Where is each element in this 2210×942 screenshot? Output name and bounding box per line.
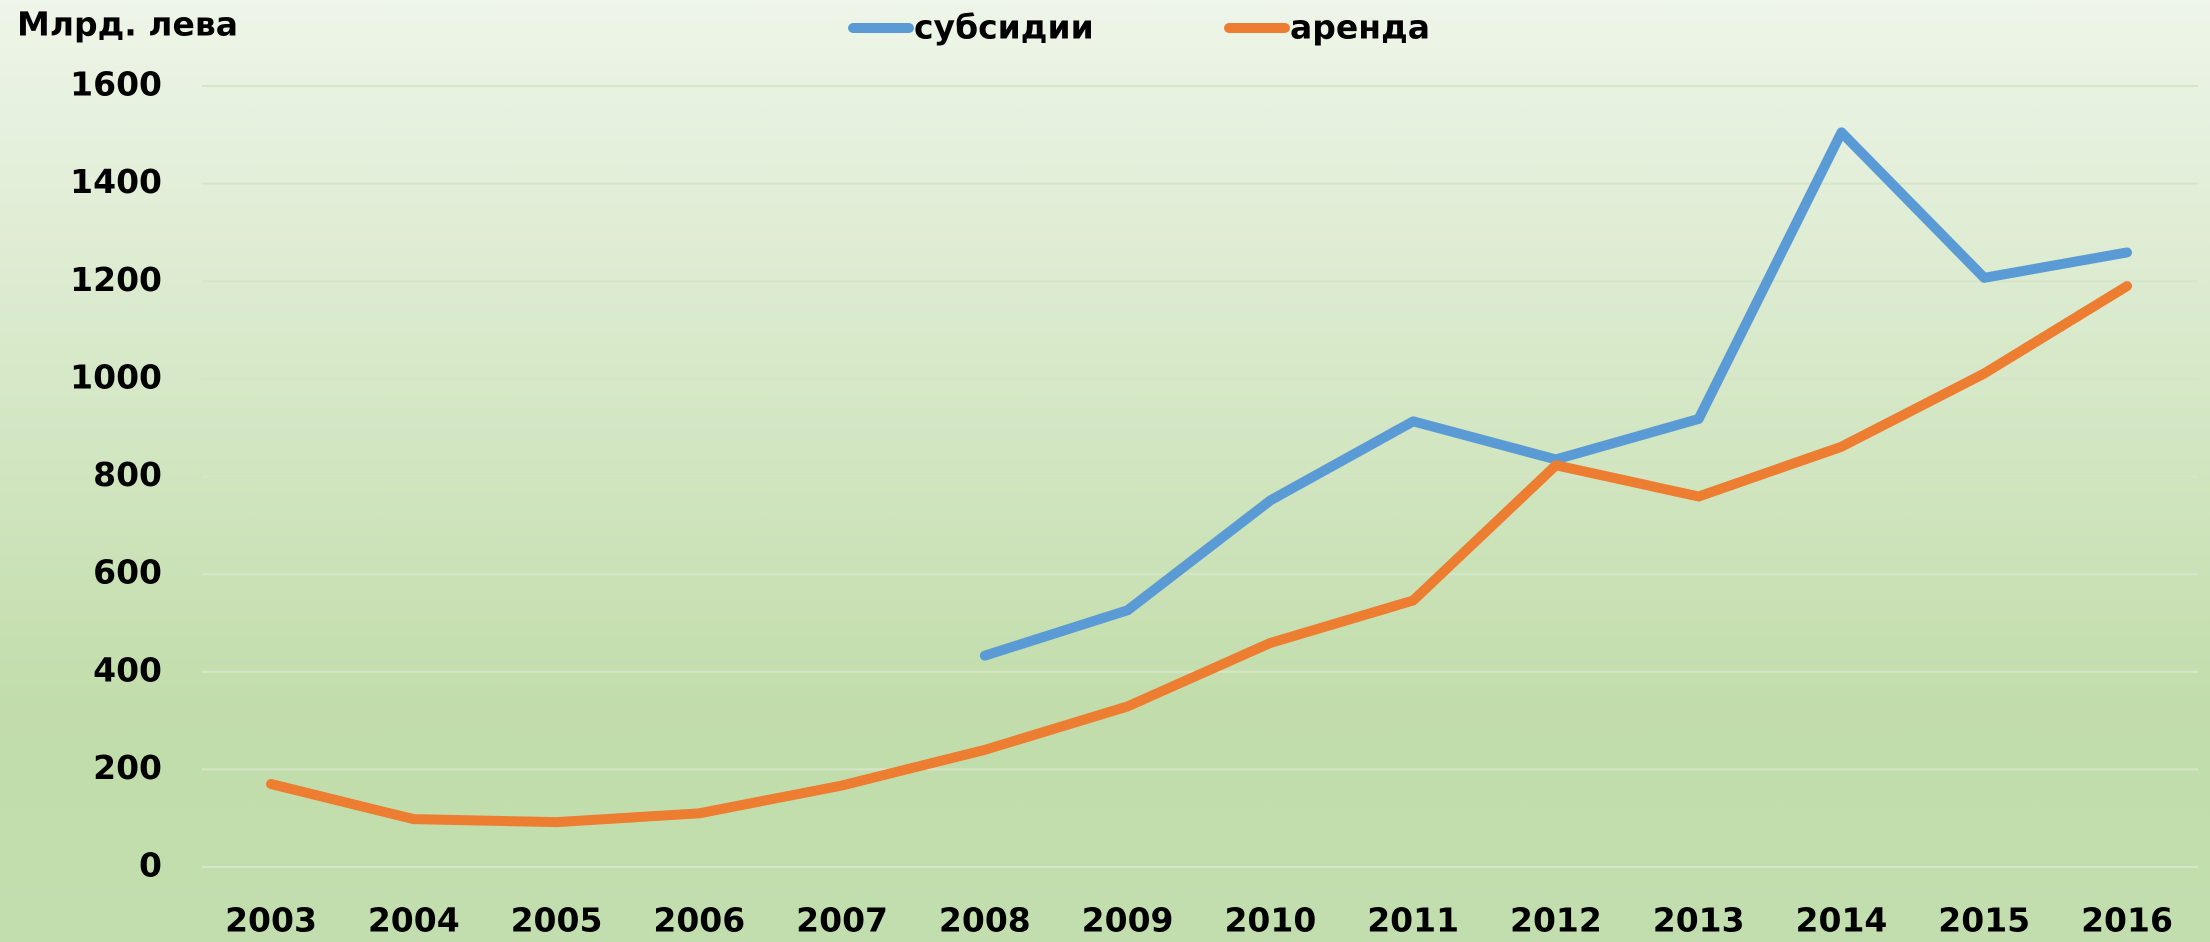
series-line <box>266 281 2132 828</box>
x-tick-label: 2015 <box>1938 901 2030 940</box>
y-tick-label: 200 <box>93 748 162 787</box>
y-tick-label: 1200 <box>70 260 162 299</box>
y-tick-label: 800 <box>93 455 162 494</box>
y-tick-label: 400 <box>93 650 162 689</box>
y-tick-label: 1000 <box>70 357 162 396</box>
x-tick-label: 2011 <box>1367 901 1459 940</box>
y-tick-label: 600 <box>93 553 162 592</box>
x-tick-label: 2016 <box>2081 901 2173 940</box>
x-tick-label: 2007 <box>796 901 888 940</box>
x-tick-label: 2008 <box>939 901 1031 940</box>
x-tick-label: 2005 <box>511 901 603 940</box>
axis-title: Млрд. лева <box>17 5 238 44</box>
x-tick-label: 2006 <box>653 901 745 940</box>
y-tick-label: 0 <box>139 846 162 885</box>
legend-label: аренда <box>1290 8 1430 47</box>
y-tick-label: 1600 <box>70 65 162 104</box>
x-tick-label: 2014 <box>1796 901 1888 940</box>
series-line <box>979 127 2132 661</box>
y-tick-label: 1400 <box>70 162 162 201</box>
x-tick-label: 2010 <box>1224 901 1316 940</box>
x-tick-label: 2004 <box>368 901 460 940</box>
x-tick-label: 2003 <box>225 901 317 940</box>
legend-label: субсидии <box>914 8 1094 47</box>
x-tick-label: 2012 <box>1510 901 1602 940</box>
x-tick-label: 2009 <box>1082 901 1174 940</box>
x-tick-label: 2013 <box>1653 901 1745 940</box>
